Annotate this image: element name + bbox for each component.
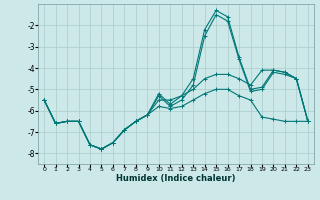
X-axis label: Humidex (Indice chaleur): Humidex (Indice chaleur) — [116, 174, 236, 183]
